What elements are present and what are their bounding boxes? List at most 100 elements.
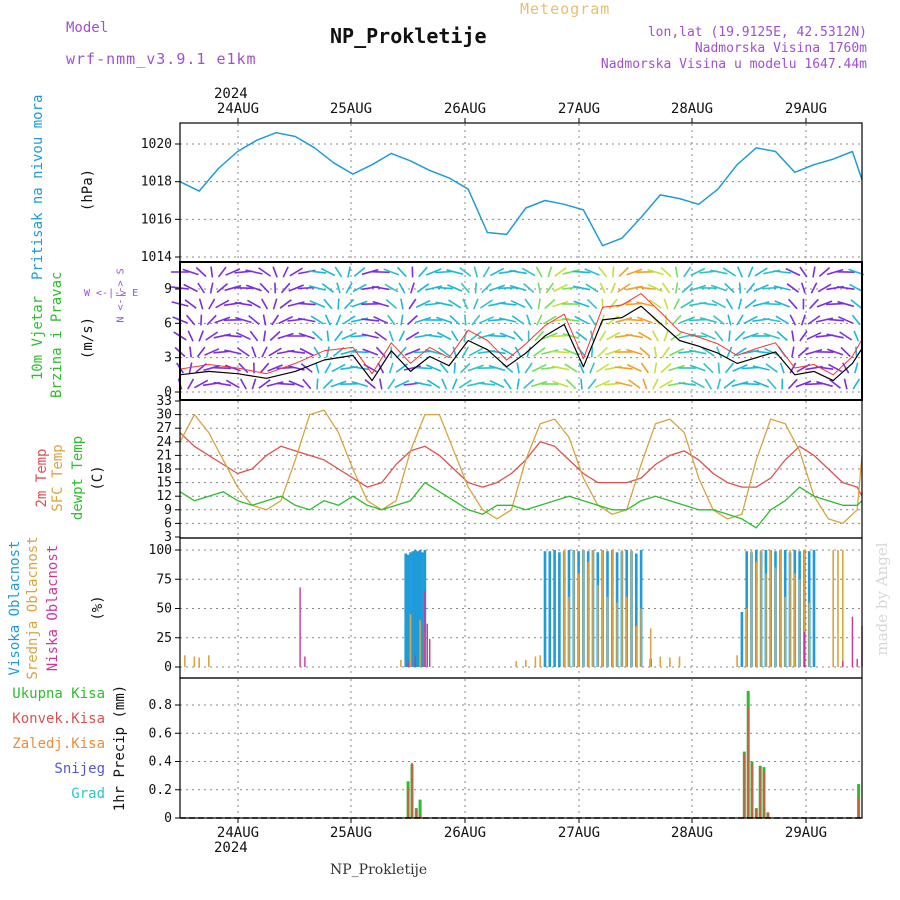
cloud-bar-low (856, 658, 858, 667)
wind-barb (635, 286, 654, 290)
page-title: NP_Prokletije (330, 24, 487, 48)
wind-barb (785, 267, 801, 277)
wind-barb (361, 333, 379, 339)
wind-barb (487, 334, 507, 338)
wind-barb (826, 302, 845, 306)
wind-barb (450, 330, 459, 342)
wind-barb (526, 314, 532, 326)
wind-speed-line (179, 305, 863, 382)
precip-bar-total (418, 799, 422, 818)
y-tick-label: 6 (164, 516, 172, 531)
precip-bar-conv (411, 762, 413, 818)
wind-barb (459, 267, 472, 277)
wind-barb (410, 282, 415, 294)
wind-barb (800, 282, 806, 294)
wind-barb (575, 331, 588, 341)
wind-barb (690, 267, 706, 277)
wind-barb (584, 268, 600, 276)
cloud-bar-low (299, 587, 301, 667)
wind-barb (663, 298, 669, 310)
wind-barb (816, 300, 833, 308)
wind-barb (795, 380, 812, 388)
wind-barb (182, 268, 199, 276)
cloud-bar-mid (611, 550, 614, 667)
wind-barb (737, 298, 743, 310)
wind-barb (511, 315, 525, 325)
wind-barb (203, 364, 221, 372)
wind-barb (331, 363, 346, 373)
wind-barb (648, 283, 663, 293)
wind-barb (405, 331, 420, 341)
wind-barb (204, 348, 220, 356)
wind-barb (598, 330, 607, 342)
wind-barb (345, 282, 353, 294)
cloud-bar-mid (755, 561, 758, 667)
cloud-bar-mid (669, 657, 671, 667)
wind-barb (288, 284, 304, 292)
wind-barb (446, 269, 464, 275)
cloud-bar-mid (539, 655, 541, 667)
wind-barb (766, 378, 777, 390)
cloud-bar-mid (515, 661, 517, 667)
wind-barb (374, 331, 388, 341)
wind-barb (513, 330, 524, 342)
wind-barb (388, 362, 394, 374)
cloud-bar-low (851, 616, 854, 667)
legend-snow: Snijeg (54, 761, 105, 777)
wind-barb (587, 378, 597, 390)
wind-barb (330, 380, 347, 388)
wind-barb (838, 316, 854, 324)
wind-barb (773, 285, 791, 291)
wind-barb (653, 346, 658, 358)
pressure-line (179, 131, 863, 247)
wind-barb (245, 269, 263, 275)
wind-barb (185, 314, 196, 326)
wind-barb (734, 330, 746, 342)
wind-barb (298, 317, 316, 323)
wind-barb (689, 349, 707, 355)
wind-barb (610, 282, 617, 294)
y-tick-label: 75 (156, 572, 172, 587)
wind-barb (398, 282, 406, 294)
y-tick-label: 6 (164, 316, 172, 331)
y-tick-label: 100 (149, 543, 172, 558)
wind-barb (625, 318, 644, 322)
wind-barb (248, 314, 260, 326)
wind-compass-ew: W <-|-> E (84, 288, 139, 299)
wind-barb (436, 316, 453, 324)
wind-barb (679, 316, 695, 324)
wind-barb (321, 283, 334, 293)
wind-barb (460, 362, 471, 374)
wind-barb (526, 346, 532, 358)
precip-bar-conv (415, 809, 418, 818)
wind-barb (385, 298, 398, 310)
cloud-bar-high (418, 550, 422, 667)
wind-barb (261, 346, 268, 358)
cloud-bar-mid (625, 596, 628, 667)
wind-barb (737, 266, 743, 278)
wind-barb (474, 282, 477, 294)
wind-barb (334, 330, 343, 342)
day-label-top: 24AUG (217, 101, 259, 117)
wind-barb (618, 266, 629, 278)
cloud-bar-mid (794, 573, 796, 667)
wind-barb (263, 330, 267, 342)
wind-barb (855, 346, 858, 358)
wind-barb (544, 298, 556, 310)
wind-barb (704, 378, 713, 390)
wind-barb (764, 347, 780, 357)
day-label-bottom: 25AUG (330, 825, 372, 841)
wind-barb (585, 283, 599, 293)
cloud-bar-mid (837, 550, 839, 667)
cloud-bar-high (416, 551, 419, 667)
wind-barb (854, 362, 859, 374)
wind-barb (789, 362, 797, 374)
wind-barb (313, 346, 322, 358)
wind-barb (752, 350, 771, 354)
wind-barb (408, 298, 417, 310)
cloud-bar-mid (832, 550, 834, 667)
wind-barb (279, 299, 292, 309)
wind-barb (524, 298, 533, 310)
precip-bar-conv (743, 753, 746, 818)
wind-barb (418, 266, 428, 278)
